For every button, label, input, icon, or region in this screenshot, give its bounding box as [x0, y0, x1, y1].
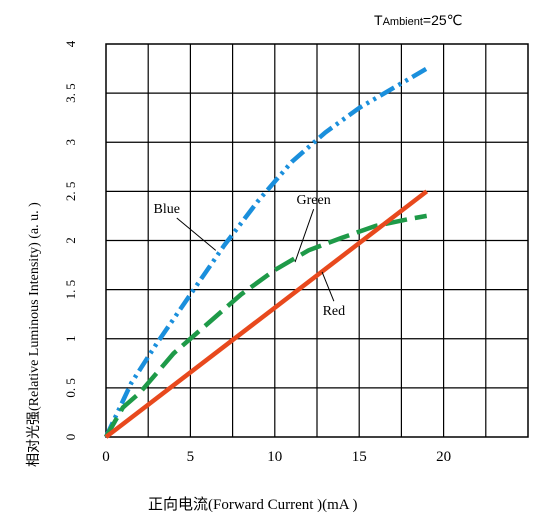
x-tick-labels: 0 5 10 15 20	[102, 449, 451, 465]
y-tick-label: 2. 5	[63, 182, 78, 202]
x-tick-label: 0	[102, 449, 110, 465]
x-axis-label: 正向电流(Forward Current )(mA )	[148, 496, 358, 513]
y-tick-label: 4	[63, 40, 78, 47]
y-tick-labels: 0 0. 5 1 1. 5 2 2. 5 3 3. 5 4	[63, 40, 78, 440]
y-tick-label: 0. 5	[63, 378, 78, 398]
series-line-green	[104, 213, 428, 439]
series-lines	[103, 66, 429, 439]
series-annotations: Blue Green Red	[154, 193, 346, 319]
x-tick-label: 20	[436, 449, 451, 465]
annotation-leader-red	[321, 271, 335, 302]
condition-value: =25℃	[423, 12, 462, 28]
annotation-leader-green	[294, 208, 315, 263]
series-label-blue: Blue	[154, 202, 180, 217]
x-tick-label: 10	[267, 449, 282, 465]
x-tick-label: 5	[187, 449, 195, 465]
ambient-condition: TAmbient=25℃	[374, 12, 462, 28]
x-tick-label: 15	[352, 449, 367, 465]
y-axis-label: 相对光强(Relative Luminous Intensity) (a. u.…	[26, 202, 42, 467]
y-tick-label: 3. 5	[63, 83, 78, 103]
y-tick-label: 2	[63, 237, 78, 244]
y-tick-label: 0	[63, 434, 78, 441]
annotation-leader-blue	[176, 217, 217, 251]
series-label-red: Red	[323, 304, 346, 319]
series-line-red	[104, 189, 429, 439]
series-line-blue	[103, 66, 428, 438]
y-tick-label: 1. 5	[63, 280, 78, 300]
plot-frame	[105, 43, 529, 438]
y-tick-label: 1	[63, 336, 78, 343]
series-label-green: Green	[297, 193, 331, 208]
condition-subscript: Ambient	[383, 16, 423, 28]
condition-prefix: T	[374, 12, 383, 28]
y-tick-label: 3	[63, 139, 78, 146]
grid	[106, 44, 528, 437]
